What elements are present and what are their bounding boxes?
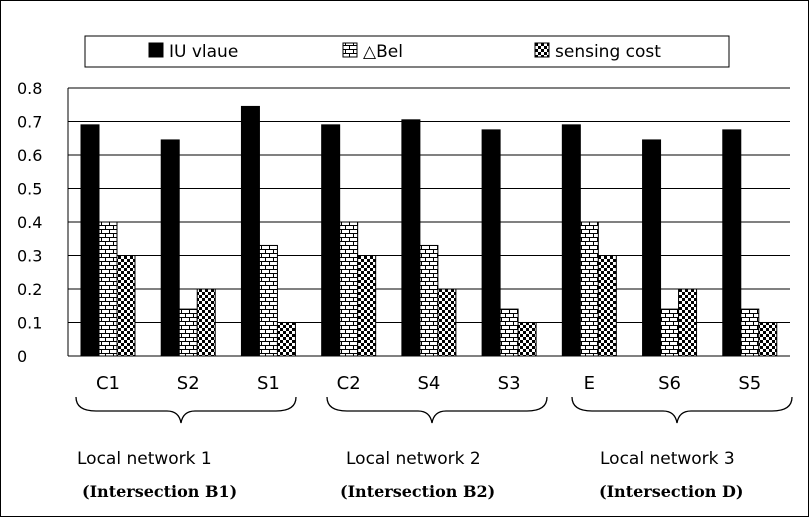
group-sublabel-1: (Intersection B1) — [82, 482, 237, 501]
bar-checker-e — [597, 255, 617, 357]
legend-swatch-iu — [148, 42, 164, 58]
brace-group-1 — [75, 396, 297, 424]
group-braces — [75, 396, 793, 424]
group-label-2: Local network 2 — [346, 449, 481, 469]
group-labels: Local network 1 (Intersection B1) Local … — [77, 449, 743, 501]
bar-solid-s1 — [240, 105, 260, 357]
bar-checker-s2 — [196, 288, 216, 357]
legend-swatch-sensing — [534, 42, 550, 58]
bar-brick-s1 — [258, 244, 278, 357]
y-tick-label: 0.3 — [17, 247, 42, 266]
x-tick-label: S4 — [417, 373, 440, 394]
bar-brick-s2 — [178, 308, 198, 357]
bar-solid-c2 — [321, 124, 341, 357]
x-tick-label: S3 — [498, 373, 521, 394]
y-tick-label: 0.7 — [17, 113, 42, 132]
legend-label-sensing: sensing cost — [555, 42, 661, 62]
bar-solid-s3 — [481, 129, 501, 357]
bar-brick-c1 — [98, 221, 118, 357]
group-label-3: Local network 3 — [600, 449, 735, 469]
group-sublabel-2: (Intersection B2) — [340, 482, 495, 501]
bar-solid-s6 — [642, 139, 662, 357]
bar-solid-e — [561, 124, 581, 357]
x-tick-label: S1 — [257, 373, 280, 394]
legend-label-bel: △Bel — [363, 42, 403, 62]
bar-brick-s3 — [499, 308, 519, 357]
x-tick-label: C1 — [96, 373, 120, 394]
bar-solid-s5 — [722, 129, 742, 357]
bar-brick-s5 — [740, 308, 760, 357]
legend-label-iu: IU vlaue — [169, 42, 238, 62]
brace-group-3 — [571, 396, 793, 424]
y-tick-label: 0.6 — [17, 146, 42, 165]
legend-swatch-bel — [342, 42, 358, 58]
legend-box — [84, 35, 730, 68]
y-tick-label: 0 — [17, 347, 27, 366]
bar-checker-s3 — [517, 322, 537, 357]
x-tick-label: C2 — [337, 373, 361, 394]
x-tick-label: S6 — [658, 373, 681, 394]
x-tick-label: S2 — [177, 373, 200, 394]
bar-solid-s4 — [401, 119, 421, 357]
bar-solid-c1 — [80, 124, 100, 357]
bar-solid-s2 — [160, 139, 180, 357]
y-tick-label: 0.8 — [17, 79, 42, 98]
bar-checker-s5 — [758, 322, 778, 357]
bar-checker-s1 — [276, 322, 296, 357]
x-tick-label: S5 — [738, 373, 761, 394]
bars — [80, 105, 778, 357]
group-label-1: Local network 1 — [77, 449, 212, 469]
y-axis-ticks: 0 0.1 0.2 0.3 0.4 0.5 0.6 0.7 0.8 — [17, 79, 42, 366]
bar-brick-s6 — [660, 308, 680, 357]
brace-group-2 — [326, 396, 548, 424]
bar-checker-s4 — [437, 288, 457, 357]
bar-checker-c2 — [357, 255, 377, 357]
x-axis-labels: C1 S2 S1 C2 S4 S3 E S6 S5 — [96, 373, 761, 394]
y-tick-label: 0.5 — [17, 180, 42, 199]
bar-brick-c2 — [339, 221, 359, 357]
bar-checker-c1 — [116, 255, 136, 357]
x-tick-label: E — [584, 373, 595, 394]
y-tick-label: 0.2 — [17, 280, 42, 299]
y-tick-label: 0.4 — [17, 213, 42, 232]
bar-brick-e — [579, 221, 599, 357]
legend: IU vlaue △Bel sensing cost — [84, 35, 730, 68]
group-sublabel-3: (Intersection D) — [599, 482, 743, 501]
bar-brick-s4 — [419, 244, 439, 357]
bar-checker-s6 — [678, 288, 698, 357]
y-tick-label: 0.1 — [17, 314, 42, 333]
